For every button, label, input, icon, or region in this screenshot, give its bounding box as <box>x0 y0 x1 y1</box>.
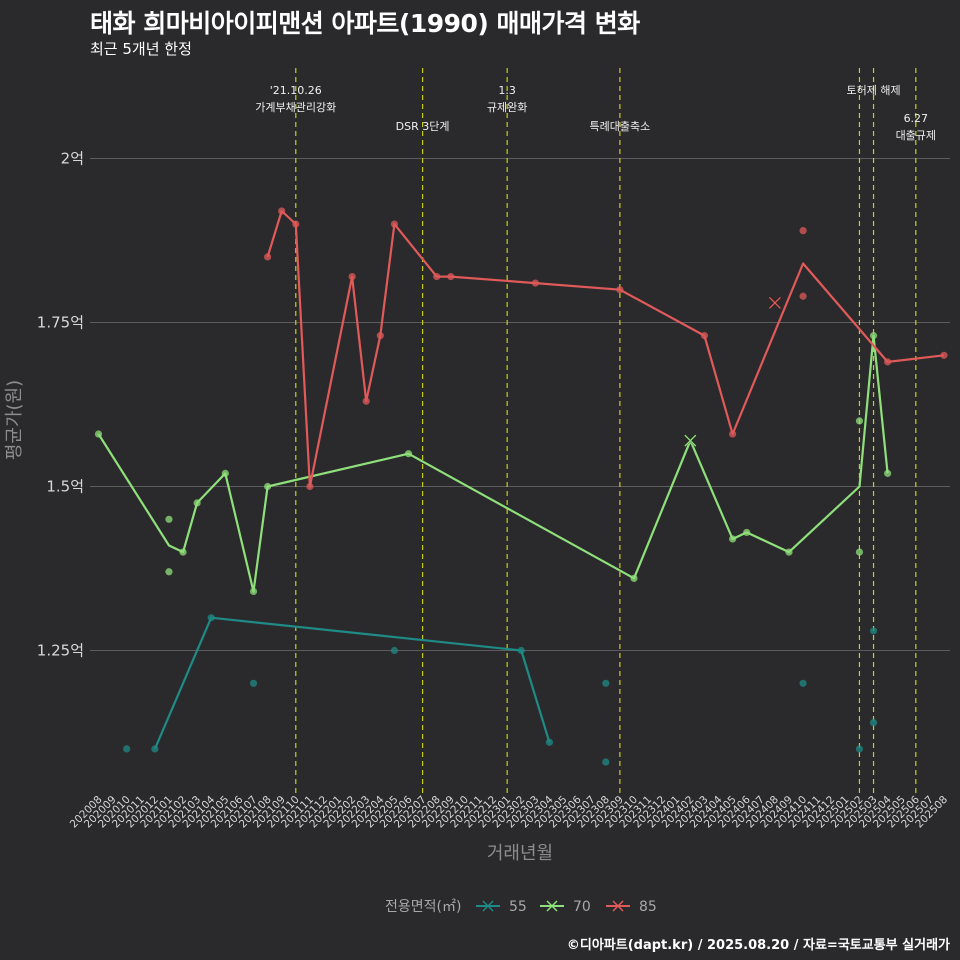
data-point-55 <box>123 745 131 753</box>
cross-stroke <box>684 434 697 447</box>
data-point-55 <box>602 679 610 687</box>
data-point-85 <box>433 272 441 281</box>
data-point-85 <box>362 397 370 405</box>
x-axis-title: 거래년월 <box>487 843 553 864</box>
data-point-85 <box>306 482 314 491</box>
event-annotation: DSR 3단계 <box>396 120 450 133</box>
legend-label-85: 85 <box>639 899 657 915</box>
series-line-70 <box>97 334 889 593</box>
event-annotation: 6.27 <box>904 112 929 125</box>
y-tick-label: 1.25억 <box>37 642 84 660</box>
data-point-55 <box>517 646 525 655</box>
legend-label-70: 70 <box>573 899 591 915</box>
data-point-70 <box>729 535 737 543</box>
y-tick-label: 1.5억 <box>46 478 84 496</box>
series-line-55 <box>153 616 551 750</box>
data-point-70 <box>165 515 173 523</box>
data-point-70 <box>785 548 793 556</box>
data-point-55 <box>869 719 878 727</box>
data-point-70 <box>404 450 413 458</box>
data-point-55 <box>390 646 399 655</box>
chart-subtitle: 최근 5개년 한정 <box>90 40 192 58</box>
data-point-85 <box>390 220 399 228</box>
data-point-70 <box>855 548 864 556</box>
data-point-70 <box>630 574 638 582</box>
data-point-85 <box>700 332 709 340</box>
y-tick-label: 2억 <box>61 150 84 168</box>
data-point-55 <box>249 679 258 687</box>
data-point-85 <box>940 351 948 359</box>
event-annotation: '21.10.26 <box>270 84 322 97</box>
data-point-85 <box>292 220 300 228</box>
data-point-85 <box>264 253 272 261</box>
data-point-85 <box>531 279 539 287</box>
source-caption: ©디아파트(dapt.kr) / 2025.08.20 / 자료=국토교통부 실… <box>566 938 950 953</box>
data-point-70 <box>855 417 864 425</box>
data-point-85 <box>884 358 892 366</box>
data-point-70 <box>264 482 272 491</box>
data-point-70 <box>94 430 103 438</box>
data-point-85 <box>348 272 356 281</box>
y-axis-title: 평균가(원) <box>4 380 25 460</box>
y-tick-label: 1.75억 <box>37 314 84 332</box>
data-point-70 <box>179 548 187 556</box>
event-annotation: 1.3 <box>498 84 516 97</box>
data-point-85 <box>729 430 737 438</box>
legend-key-cross <box>612 900 624 912</box>
legend-key-cross <box>546 900 558 912</box>
event-annotation: 토허제 해제 <box>846 83 900 97</box>
cross-stroke <box>768 296 781 309</box>
legend: 전용면적(㎡) 55 70 85 <box>385 899 657 915</box>
series-line-85 <box>266 209 945 488</box>
data-point-55 <box>799 679 807 687</box>
chart-title: 태화 희마비아이피맨션 아파트(1990) 매매가격 변화 <box>90 9 640 38</box>
event-annotation: 특례대출축소 <box>590 120 651 133</box>
data-point-85 <box>278 207 286 215</box>
data-point-55 <box>602 758 610 766</box>
legend-title: 전용면적(㎡) <box>385 899 461 915</box>
data-point-70 <box>743 528 751 537</box>
data-point-85 <box>447 272 455 281</box>
event-annotation: 가계부채관리강화 <box>255 101 336 114</box>
data-point-70 <box>193 499 201 507</box>
legend-label-55: 55 <box>509 899 527 915</box>
legend-key-cross <box>482 900 494 912</box>
cross-marker-70 <box>684 434 697 447</box>
data-point-55 <box>151 745 159 753</box>
data-point-85 <box>376 332 384 340</box>
data-point-70 <box>165 568 173 576</box>
event-annotation: 규제완화 <box>487 101 527 114</box>
event-annotation: 대출규제 <box>896 129 936 142</box>
data-point-55 <box>869 627 878 635</box>
data-point-85 <box>616 286 624 294</box>
data-point-70 <box>221 469 229 477</box>
data-point-85 <box>799 227 807 235</box>
data-point-55 <box>207 614 215 622</box>
cross-marker-85 <box>768 296 782 310</box>
data-point-70 <box>869 332 878 340</box>
data-point-70 <box>249 587 258 596</box>
data-point-70 <box>884 469 892 477</box>
data-point-85 <box>799 292 807 300</box>
data-point-55 <box>545 738 554 746</box>
data-point-55 <box>855 745 864 753</box>
